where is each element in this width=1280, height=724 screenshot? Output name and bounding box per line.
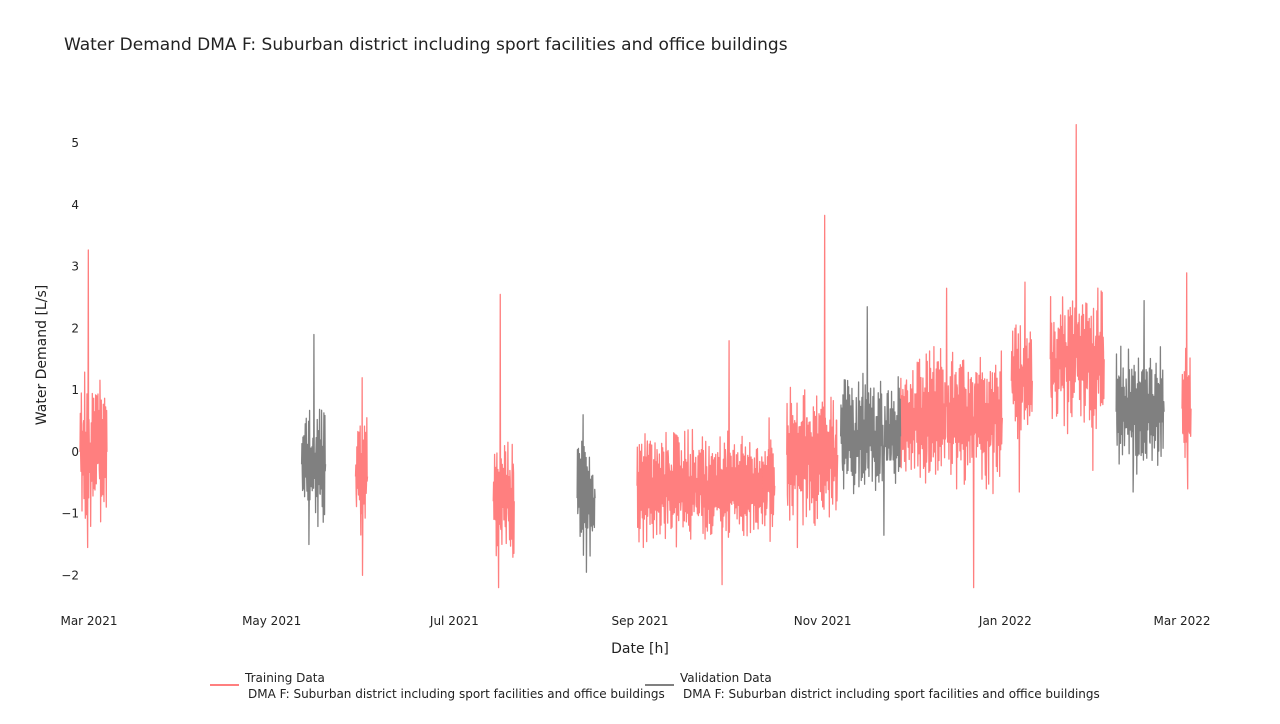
training-legend-label: Training Data: [244, 671, 325, 685]
y-tick-label: 5: [71, 136, 79, 150]
training-data-line: [899, 287, 1003, 589]
legend: Training Data DMA F: Suburban district in…: [210, 671, 1100, 701]
y-tick-label: −2: [61, 568, 79, 582]
y-axis-ticks: −2 −1 0 1 2 3 4 5: [61, 136, 79, 582]
validation-legend-label: Validation Data: [680, 671, 772, 685]
y-axis-title: Water Demand [L/s]: [34, 285, 50, 425]
chart-title: Water Demand DMA F: Suburban district in…: [64, 35, 788, 55]
x-tick-label: Mar 2021: [60, 614, 117, 628]
validation-data-line: [1115, 299, 1165, 493]
x-axis-ticks: Mar 2021 May 2021 Jul 2021 Sep 2021 Nov 2021…: [60, 614, 1210, 628]
y-tick-label: −1: [61, 507, 79, 521]
validation-data-line: [300, 333, 327, 546]
x-tick-label: Nov 2021: [794, 614, 852, 628]
training-data-line: [762, 417, 776, 543]
training-data-line: [1049, 124, 1105, 472]
x-tick-label: Jan 2022: [978, 614, 1032, 628]
training-legend-sublabel: DMA F: Suburban district including sport…: [248, 687, 665, 701]
validation-data-line: [576, 414, 596, 573]
x-tick-label: Sep 2021: [612, 614, 669, 628]
training-data-line: [1181, 272, 1192, 490]
plot-area: [79, 124, 1192, 589]
training-data-line: [79, 249, 108, 549]
training-data-line: [492, 293, 515, 589]
training-data-line: [636, 340, 764, 586]
training-data-line: [1010, 281, 1033, 493]
validation-legend-sublabel: DMA F: Suburban district including sport…: [683, 687, 1100, 701]
y-tick-label: 4: [71, 198, 79, 212]
y-tick-label: 2: [71, 321, 79, 335]
x-tick-label: Jul 2021: [429, 614, 479, 628]
y-tick-label: 3: [71, 260, 79, 274]
x-tick-label: May 2021: [242, 614, 301, 628]
training-data-line: [354, 377, 369, 576]
x-tick-label: Mar 2022: [1154, 614, 1211, 628]
x-axis-title: Date [h]: [611, 641, 669, 657]
training-data-line: [786, 214, 839, 549]
y-tick-label: 0: [71, 445, 79, 459]
validation-data-line: [839, 306, 902, 536]
y-tick-label: 1: [71, 383, 79, 397]
